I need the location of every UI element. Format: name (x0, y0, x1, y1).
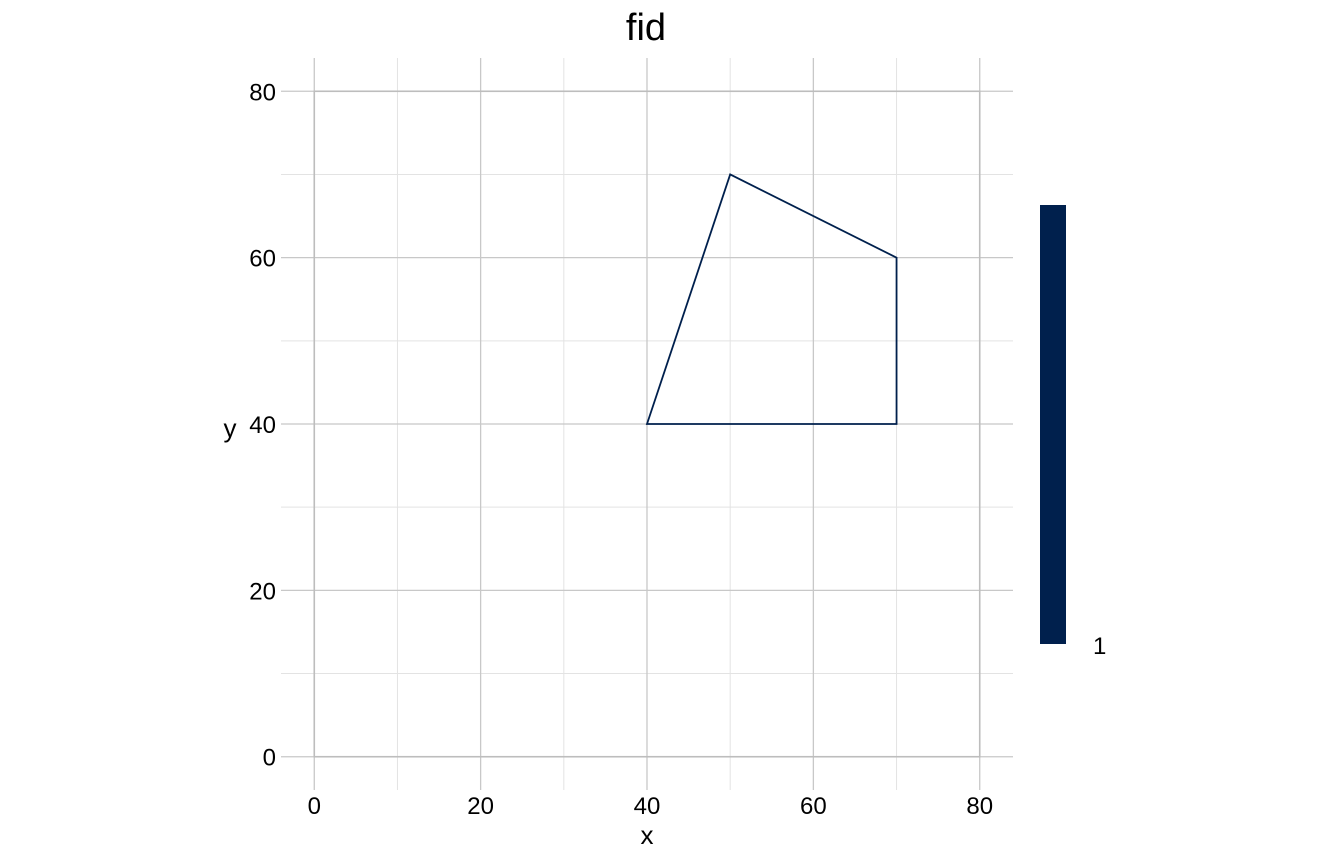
y-axis-label: y (224, 413, 237, 443)
legend-colorbar (1040, 205, 1066, 644)
x-tick-label: 60 (800, 793, 827, 820)
y-tick-label: 80 (249, 79, 276, 106)
y-tick-label: 20 (249, 578, 276, 605)
polygon-feature (645, 173, 898, 425)
y-tick-label: 40 (249, 412, 276, 439)
y-tick-label: 0 (263, 745, 276, 772)
y-tick-labels: 0 20 40 60 80 (249, 79, 276, 771)
x-tick-label: 40 (634, 793, 661, 820)
x-tick-label: 0 (308, 793, 321, 820)
chart-title: fid (626, 7, 666, 49)
extent-outline (313, 90, 981, 758)
x-tick-label: 80 (966, 793, 993, 820)
legend-label: 1 (1093, 633, 1106, 660)
x-axis-label: x (641, 820, 654, 850)
x-tick-labels: 0 20 40 60 80 (308, 793, 993, 820)
polygon-layer (645, 173, 898, 425)
x-tick-label: 20 (467, 793, 494, 820)
y-tick-label: 60 (249, 246, 276, 273)
